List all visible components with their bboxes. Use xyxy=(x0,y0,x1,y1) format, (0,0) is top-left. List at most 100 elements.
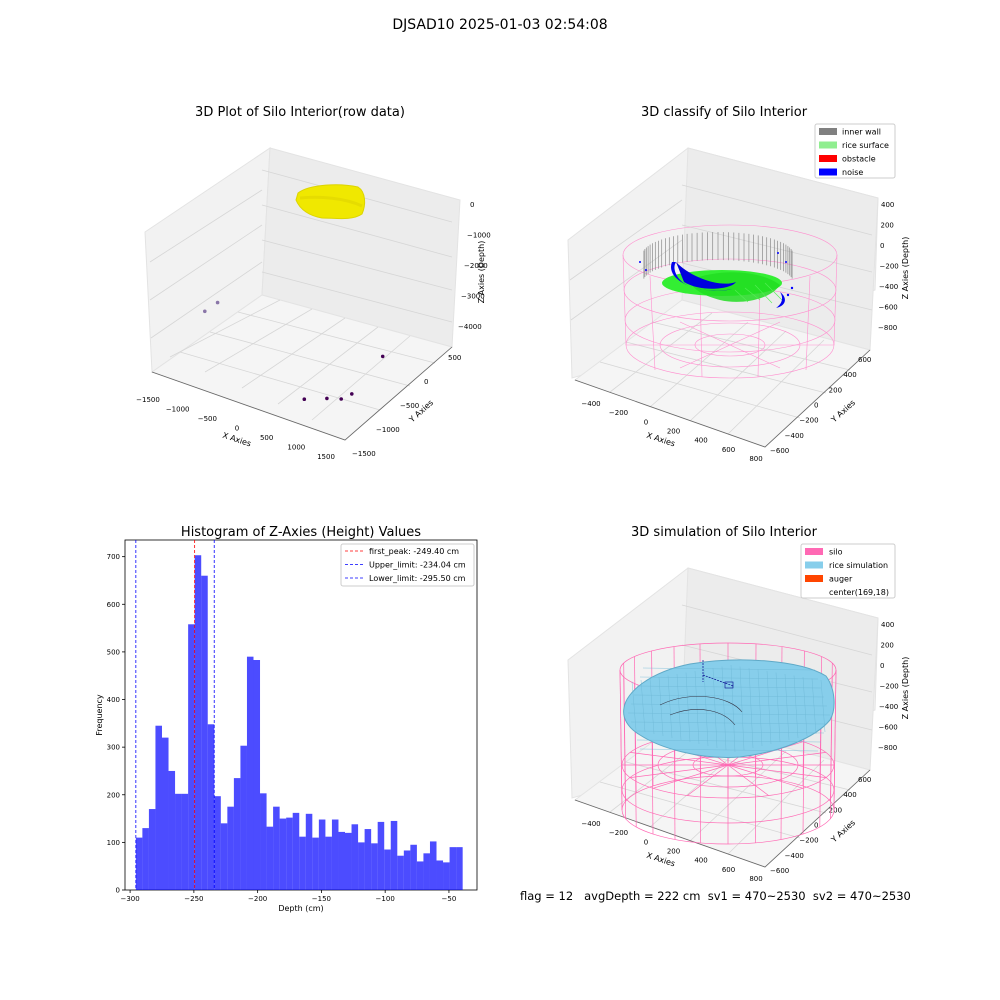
classify-zlabel: Z Axies (Depth) xyxy=(901,237,910,300)
rice-mesh-line xyxy=(775,672,781,743)
silo-radial-line xyxy=(687,764,729,796)
histogram-y-tick-label: 0 xyxy=(116,887,120,895)
histogram-bar xyxy=(325,836,332,890)
classify-z-tick: 400 xyxy=(881,201,894,209)
histogram-x-ticks: −300 −250 −200 −150 −100 −50 xyxy=(120,890,456,903)
raw-surface-cloud xyxy=(295,184,366,220)
histogram-title: Histogram of Z-Axies (Height) Values xyxy=(181,525,421,540)
raw-x-tick: 1000 xyxy=(287,444,305,452)
rice-mesh-line xyxy=(633,730,825,734)
classify-noise-points xyxy=(639,252,794,308)
simulation-y-tick: −200 xyxy=(799,837,818,845)
simulation-y-tick: −600 xyxy=(770,867,789,875)
classify-legend-label: inner wall xyxy=(842,128,881,137)
simulation-legend-label: silo xyxy=(829,548,843,557)
histogram-bar xyxy=(227,806,234,890)
raw-outlier-point xyxy=(339,397,344,401)
histogram-legend-label: Upper_limit: -234.04 cm xyxy=(369,561,466,570)
rice-mesh-line xyxy=(676,673,682,741)
histogram-bar xyxy=(135,837,143,890)
histogram-bar xyxy=(377,821,385,890)
raw-y-tick: −500 xyxy=(400,402,419,410)
rice-mesh-line xyxy=(712,667,718,749)
simulation-x-tick: 200 xyxy=(667,848,680,856)
rice-mesh-line xyxy=(658,676,664,737)
raw-z-tick: −1000 xyxy=(467,232,491,240)
panel-classify-3d: 3D classify of Silo Interior −400 −200 0 20… xyxy=(567,105,910,463)
panel-classify-title: 3D classify of Silo Interior xyxy=(641,105,808,120)
histogram-ylabel: Frequency xyxy=(95,694,104,736)
silo-radial-line xyxy=(652,764,729,789)
silo-radial-line xyxy=(727,764,826,778)
histogram-bar xyxy=(168,770,176,890)
histogram-bar xyxy=(384,849,391,890)
histogram-bar xyxy=(207,724,215,890)
raw-outlier-point xyxy=(350,392,354,396)
classify-z-tick: −200 xyxy=(880,263,899,271)
simulation-z-tick: 0 xyxy=(880,662,884,670)
simulation-z-tick: 200 xyxy=(881,642,894,650)
simulation-y-tick: 0 xyxy=(814,822,818,830)
raw-y-tick: −1500 xyxy=(352,450,376,458)
classify-legend-swatch xyxy=(819,168,837,176)
histogram-bar xyxy=(403,850,411,890)
histogram-bar xyxy=(273,806,280,890)
classify-y-tick: −200 xyxy=(799,417,818,425)
histogram-bar xyxy=(345,832,352,890)
simulation-y-tick: 600 xyxy=(858,776,871,784)
histogram-bar xyxy=(410,844,417,890)
figure-suptitle: DJSAD10 2025-01-03 02:54:08 xyxy=(392,17,608,33)
silo-wire-line xyxy=(619,669,623,811)
rice-mesh-line xyxy=(640,679,646,733)
classify-legend-label: noise xyxy=(842,168,863,177)
histogram-bar xyxy=(318,819,326,890)
rice-mesh-line xyxy=(739,666,745,751)
classify-x-tick: 200 xyxy=(667,428,680,436)
classify-z-tick: −400 xyxy=(879,283,898,291)
raw-z-tick: −3000 xyxy=(461,293,485,301)
rice-mesh-line xyxy=(630,703,828,707)
rice-mesh-line xyxy=(636,739,822,743)
classify-z-tick: −600 xyxy=(879,304,898,312)
rice-mesh-line xyxy=(639,676,819,680)
raw-x-tick: −1500 xyxy=(136,396,160,404)
simulation-legend-swatch xyxy=(805,548,823,555)
raw-x-tick: −1000 xyxy=(166,406,190,414)
status-line: flag = 12 avgDepth = 222 cm sv1 = 470~25… xyxy=(520,889,911,903)
raw-z-tick: 0 xyxy=(470,201,474,209)
silo-radial-line xyxy=(630,752,729,766)
rice-mesh-line xyxy=(721,666,727,751)
raw-outlier-point xyxy=(325,396,329,401)
rice-mesh-line xyxy=(685,672,691,743)
panel-histogram: Histogram of Z-Axies (Height) Values −30… xyxy=(95,525,478,913)
rice-mesh-line xyxy=(757,669,763,747)
rice-mesh-line xyxy=(802,676,808,737)
histogram-bar xyxy=(260,793,267,890)
histogram-bar xyxy=(358,842,365,890)
histogram-y-tick-label: 400 xyxy=(107,696,120,704)
histogram-bar xyxy=(423,853,430,890)
rice-mesh-line xyxy=(766,670,772,745)
histogram-xlabel: Depth (cm) xyxy=(278,904,323,913)
histogram-bar xyxy=(194,555,202,890)
simulation-y-tick: 400 xyxy=(843,791,856,799)
histogram-bar xyxy=(286,817,293,890)
classify-legend-swatch xyxy=(819,155,837,162)
histogram-legend: first_peak: -249.40 cm Upper_limit: -234.… xyxy=(340,543,475,587)
histogram-x-tick-label: −50 xyxy=(442,895,457,903)
classify-x-tick: 0 xyxy=(644,418,648,426)
rice-mesh-line xyxy=(667,675,673,739)
simulation-legend-swatch xyxy=(805,575,823,582)
raw-x-tick: 500 xyxy=(260,434,273,442)
histogram-x-tick-label: −150 xyxy=(312,895,331,903)
histogram-bar xyxy=(299,836,306,890)
rice-mesh-line xyxy=(748,667,754,749)
raw-zlabel: Z Axies (Depth) xyxy=(477,241,486,304)
histogram-legend-label: first_peak: -249.40 cm xyxy=(369,547,459,556)
raw-outlier-points xyxy=(203,300,385,402)
simulation-z-tick: −800 xyxy=(878,744,897,752)
histogram-bar xyxy=(175,793,182,890)
histogram-x-tick-label: −250 xyxy=(184,895,203,903)
raw-y-tick: −1000 xyxy=(376,426,400,434)
